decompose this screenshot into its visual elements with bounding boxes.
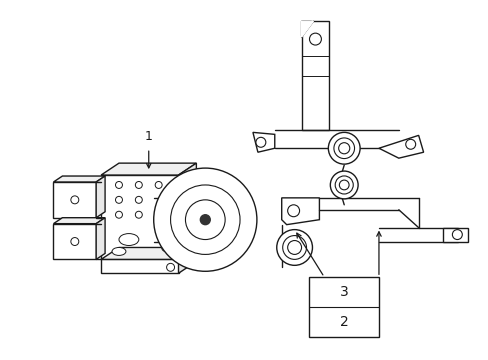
Circle shape [71,238,79,246]
Text: 2: 2 [339,315,348,329]
Circle shape [115,211,122,218]
Circle shape [185,200,224,239]
Text: 3: 3 [339,285,348,299]
Circle shape [339,180,348,190]
Polygon shape [178,186,196,242]
Polygon shape [178,247,196,273]
Polygon shape [301,21,328,130]
Polygon shape [101,175,178,260]
Circle shape [71,196,79,204]
Polygon shape [281,198,319,225]
Circle shape [166,264,174,271]
Polygon shape [101,163,196,175]
Polygon shape [53,218,105,224]
Polygon shape [378,135,423,158]
Polygon shape [101,260,178,273]
Polygon shape [96,176,105,218]
Ellipse shape [112,247,126,255]
Polygon shape [301,21,313,37]
Circle shape [287,205,299,217]
Ellipse shape [119,234,139,246]
Circle shape [405,139,415,149]
Circle shape [330,171,357,199]
Circle shape [333,138,354,158]
Circle shape [255,137,265,147]
Polygon shape [53,176,105,182]
Polygon shape [53,182,96,218]
Polygon shape [301,21,311,36]
Circle shape [282,235,306,260]
Circle shape [200,215,210,225]
Circle shape [162,243,169,251]
Polygon shape [53,224,96,260]
Circle shape [338,143,349,154]
Circle shape [135,211,142,218]
Circle shape [135,181,142,188]
Polygon shape [309,277,378,337]
Circle shape [334,176,352,194]
Circle shape [135,196,142,203]
Circle shape [276,230,312,265]
Circle shape [451,230,461,239]
Circle shape [155,181,162,188]
Polygon shape [96,218,105,260]
Circle shape [115,181,122,188]
Polygon shape [443,228,468,242]
Circle shape [170,185,240,255]
Circle shape [309,33,321,45]
Polygon shape [178,163,196,260]
Polygon shape [101,247,196,260]
Circle shape [327,132,359,164]
Circle shape [287,240,301,255]
Text: 1: 1 [144,130,152,143]
Polygon shape [252,132,274,152]
Circle shape [115,196,122,203]
Circle shape [153,168,256,271]
